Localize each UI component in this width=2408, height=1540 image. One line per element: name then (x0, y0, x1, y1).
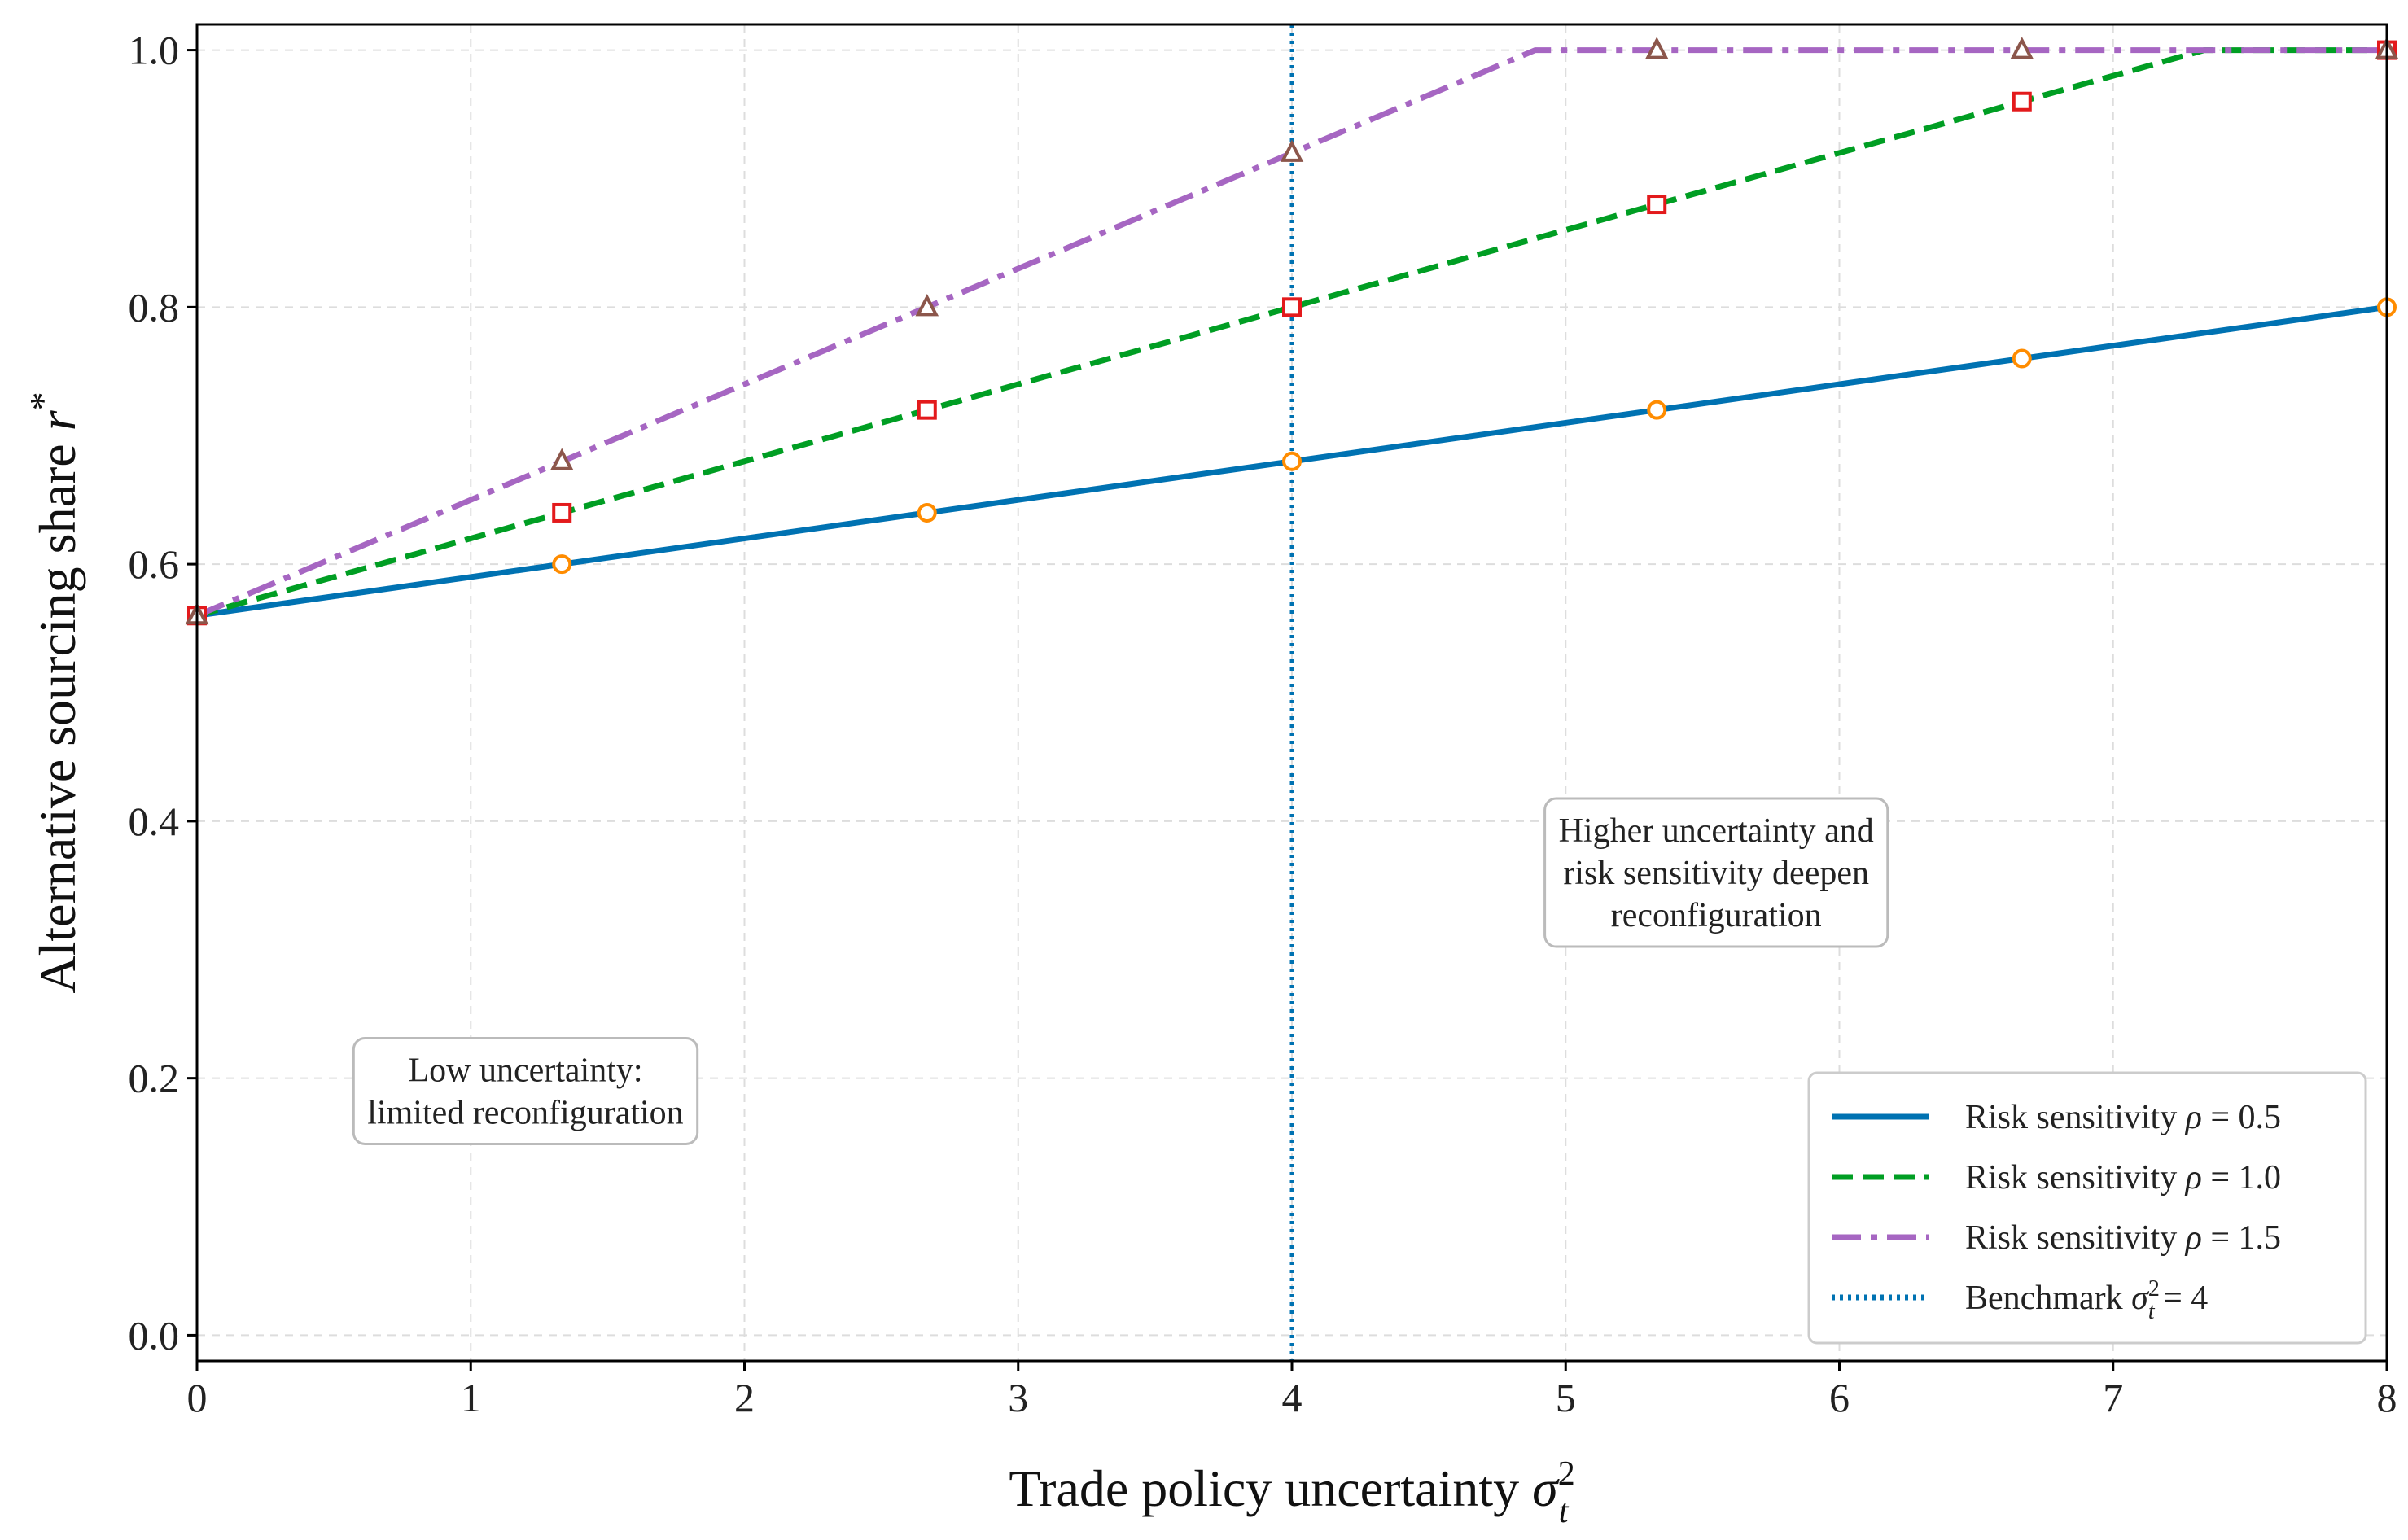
ticks: 0 1 2 3 4 5 6 7 8 0.0 0.2 0.4 0.6 0.8 1.0 (129, 28, 2397, 1420)
annotation-text: limited reconfiguration (367, 1094, 683, 1131)
y-tick-label: 0.6 (129, 541, 180, 587)
legend-label-4: Benchmark σ2 t = 4 (1965, 1276, 2208, 1324)
x-tick-label: 3 (1008, 1375, 1028, 1420)
x-tick-label: 0 (187, 1375, 208, 1420)
annotation-box-1: Low uncertainty: limited reconfiguration (352, 1036, 699, 1145)
y-tick-label: 0.2 (129, 1056, 180, 1101)
series-2-point (552, 502, 572, 523)
y-tick-label: 0.0 (129, 1312, 180, 1358)
series-1-point (917, 502, 937, 523)
series-1-point (1647, 400, 1667, 420)
x-tick-label: 1 (461, 1375, 481, 1420)
series-line-3 (195, 47, 2387, 619)
y-tick-label: 0.4 (129, 798, 180, 844)
annotation-frame (1543, 797, 1889, 948)
y-tick-label: 0.8 (129, 284, 180, 330)
x-tick-label: 2 (734, 1375, 755, 1420)
series-1-point (552, 554, 572, 575)
annotation-frame (352, 1036, 699, 1145)
x-axis-label: Trade policy uncertainty σ2 t (1009, 1455, 1574, 1530)
series-2-point (2012, 91, 2032, 112)
y-tick-label: 1.0 (129, 28, 180, 73)
series-3-point (2010, 37, 2034, 59)
series-3-point (1644, 37, 1669, 59)
annotations: Low uncertainty: limited reconfiguration H… (352, 797, 1889, 1145)
legend-label-2: Risk sensitivity ρ = 1.0 (1965, 1159, 2281, 1197)
x-tick-label: 7 (2103, 1375, 2123, 1420)
annotation-text: Low uncertainty: (408, 1052, 642, 1089)
y-axis-label: Alternative sourcing share r* (22, 392, 86, 993)
series-2-point (1647, 195, 1667, 215)
legend-frame (1807, 1071, 2367, 1345)
x-tick-label: 8 (2377, 1375, 2397, 1420)
x-tick-label: 5 (1556, 1375, 1576, 1420)
annotation-text: reconfiguration (1611, 897, 1822, 934)
series-3-point (915, 294, 939, 317)
series-2-point (917, 400, 937, 420)
series-1-point (2012, 348, 2032, 369)
x-tick-label: 4 (1282, 1375, 1303, 1420)
legend-label-3: Risk sensitivity ρ = 1.5 (1965, 1219, 2281, 1257)
series-3-point (1280, 139, 1304, 162)
legend-label-1: Risk sensitivity ρ = 0.5 (1965, 1099, 2281, 1136)
annotation-text: risk sensitivity deepen (1563, 855, 1869, 892)
series-2-point (1282, 297, 1302, 317)
series-1-point (1282, 451, 1302, 471)
annotation-box-2: Higher uncertainty and risk sensitivity d… (1543, 797, 1889, 948)
series-layer (185, 37, 2399, 626)
series-3-point (549, 448, 574, 470)
x-tick-label: 6 (1829, 1375, 1850, 1420)
legend: Risk sensitivity ρ = 0.5 Risk sensitivity… (1807, 1071, 2367, 1345)
annotation-text: Higher uncertainty and (1559, 812, 1874, 850)
